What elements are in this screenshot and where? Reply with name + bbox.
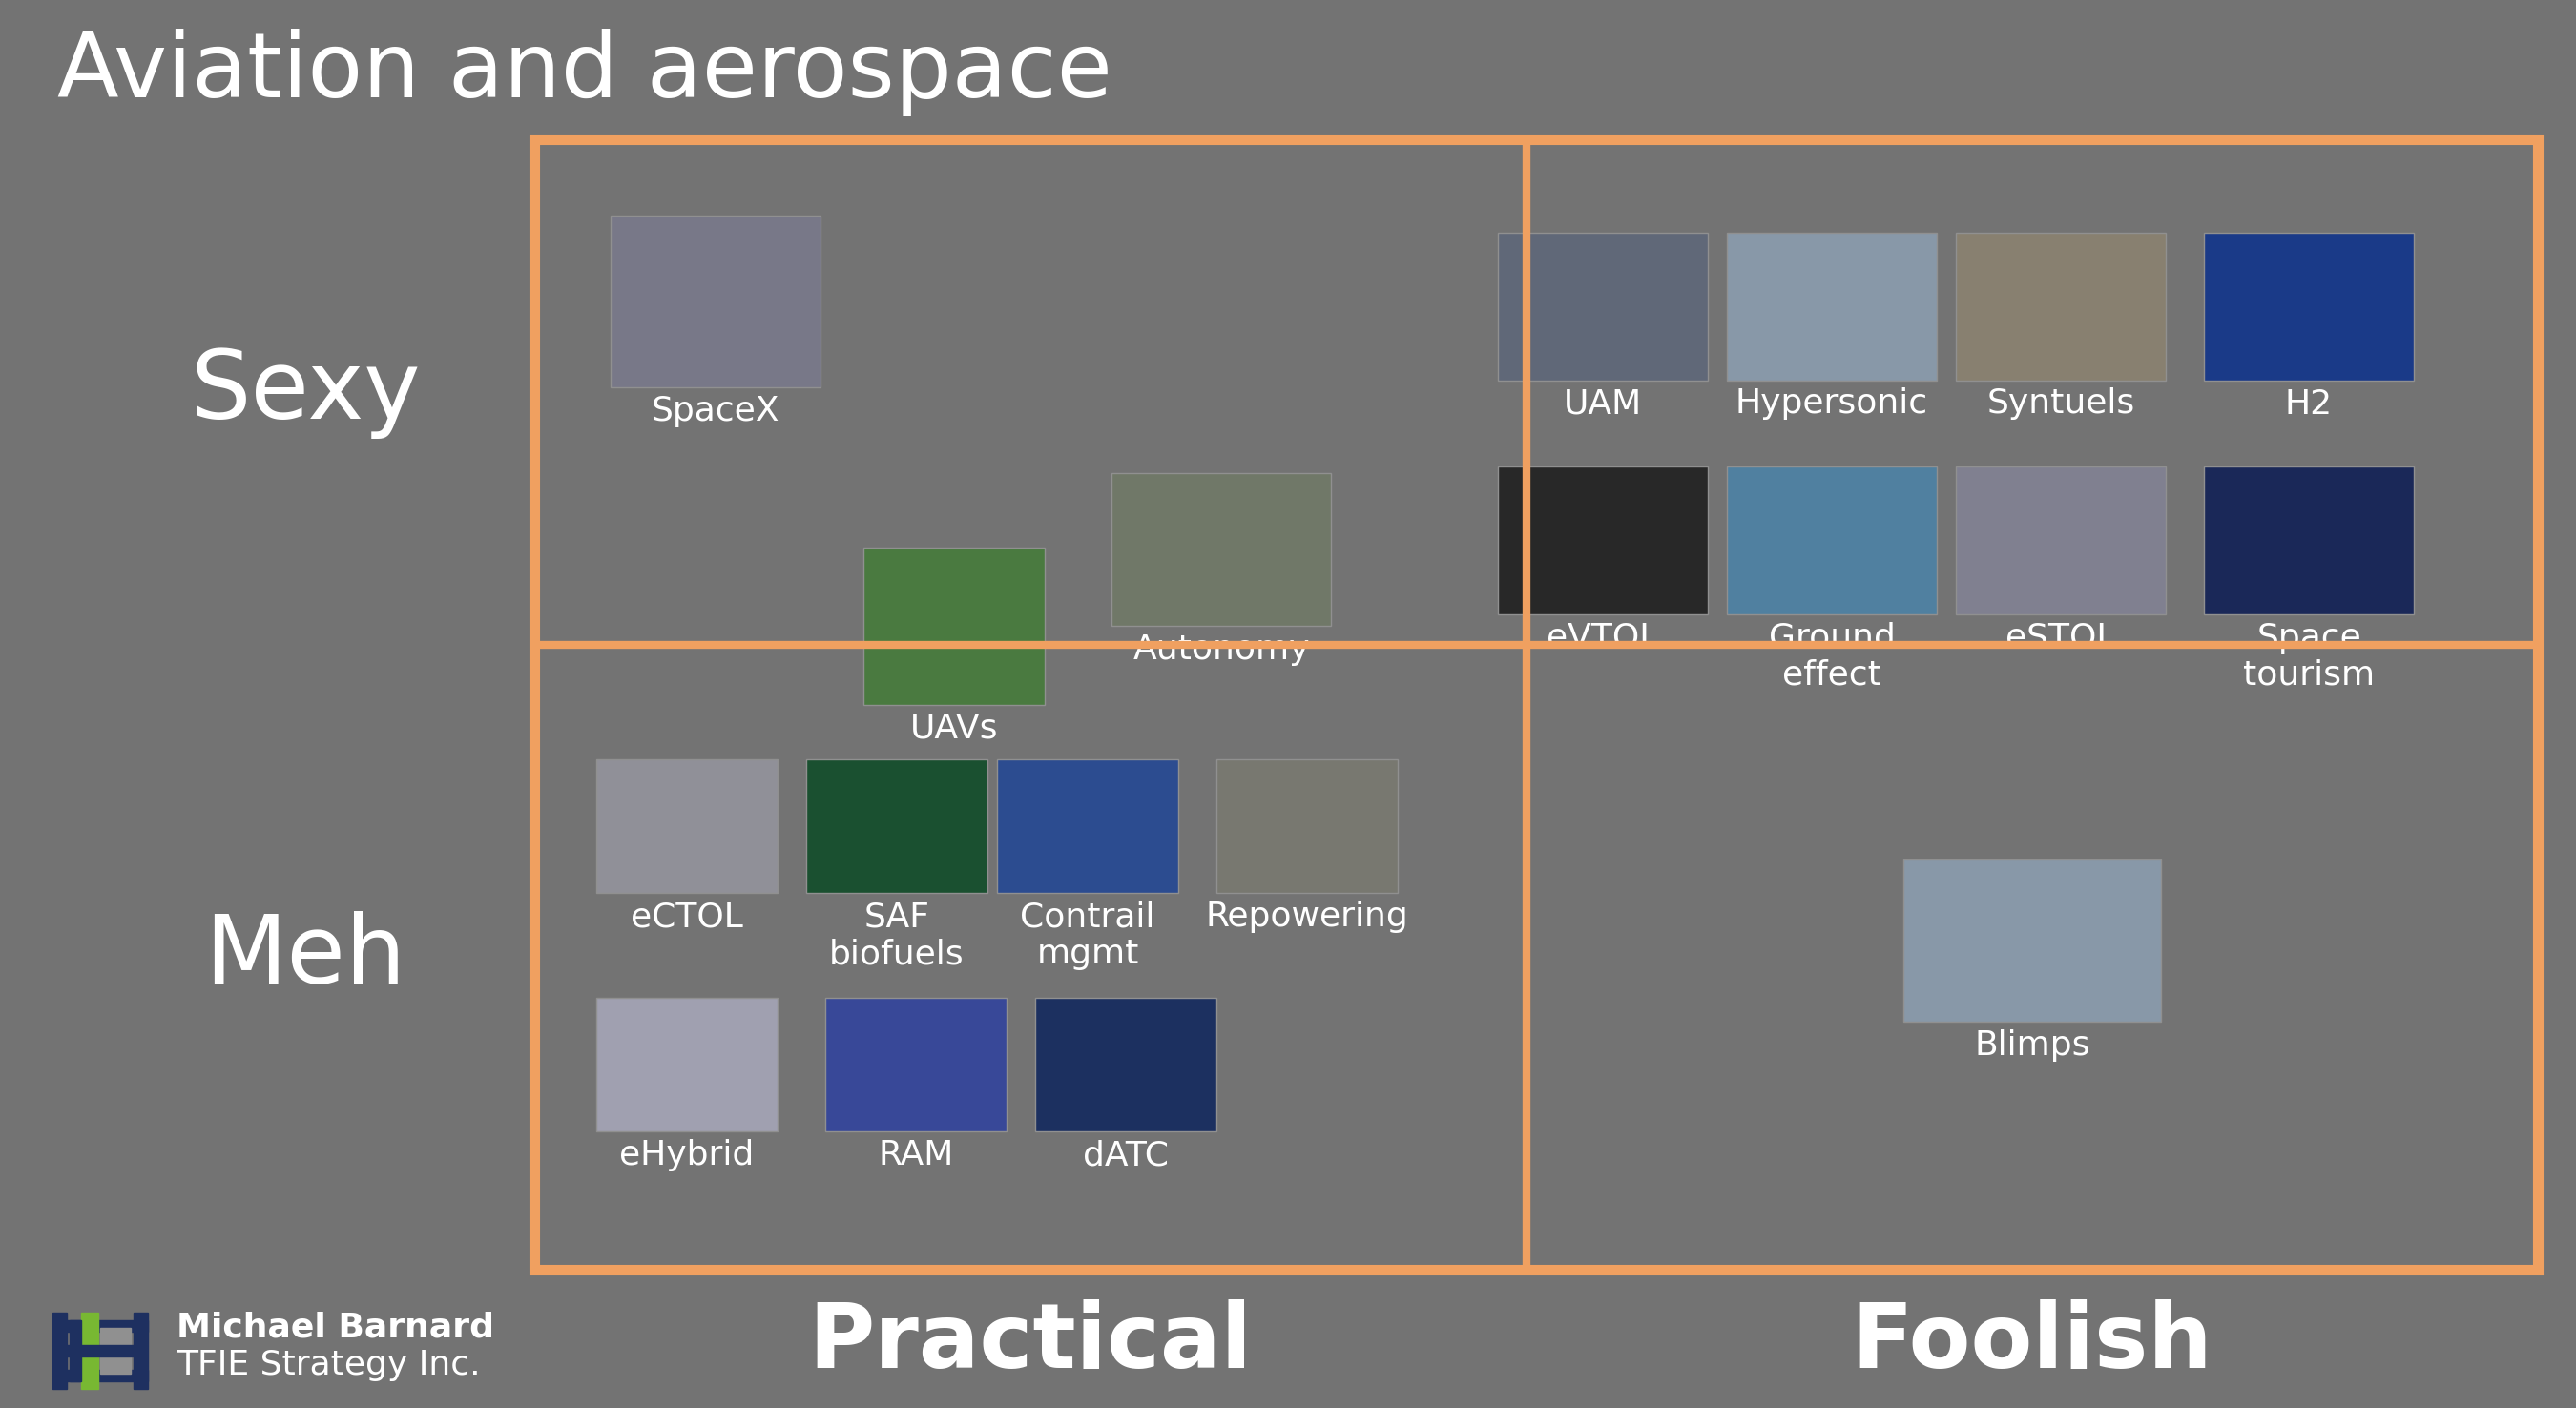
Bar <box>595 998 778 1132</box>
Text: Syntuels: Syntuels <box>1986 387 2136 420</box>
Text: SAF
biofuels: SAF biofuels <box>829 901 963 970</box>
Bar <box>533 139 2537 1270</box>
Text: Meh: Meh <box>204 911 407 1004</box>
Text: Michael Barnard: Michael Barnard <box>178 1311 495 1343</box>
Bar <box>806 759 987 893</box>
Text: UAVs: UAVs <box>909 712 997 745</box>
Bar <box>1726 232 1937 380</box>
Text: Ground
effect: Ground effect <box>1770 621 1896 691</box>
Bar <box>52 1312 67 1388</box>
Text: eCTOL: eCTOL <box>631 901 742 934</box>
Bar <box>70 1321 80 1381</box>
Text: Space
tourism: Space tourism <box>2244 621 2375 691</box>
Text: SpaceX: SpaceX <box>652 394 781 428</box>
Text: Blimps: Blimps <box>1973 1029 2089 1062</box>
Bar <box>100 1328 131 1374</box>
Bar <box>134 1312 147 1388</box>
Text: Contrail
mgmt: Contrail mgmt <box>1020 901 1154 970</box>
Bar <box>1955 466 2166 614</box>
Bar <box>52 1370 147 1381</box>
Bar <box>1110 473 1332 625</box>
Bar <box>1497 466 1708 614</box>
Bar <box>1955 232 2166 380</box>
Bar <box>611 215 822 387</box>
Text: Autonomy: Autonomy <box>1133 634 1309 666</box>
Bar <box>824 998 1007 1132</box>
Bar <box>2205 466 2414 614</box>
Text: Practical: Practical <box>809 1300 1252 1387</box>
Text: dATC: dATC <box>1082 1139 1170 1171</box>
Bar <box>1497 232 1708 380</box>
Bar <box>1036 998 1216 1132</box>
Text: eSTOL: eSTOL <box>2007 621 2115 653</box>
Bar <box>595 759 778 893</box>
Text: Foolish: Foolish <box>1852 1300 2213 1387</box>
Text: eHybrid: eHybrid <box>621 1139 755 1171</box>
Text: Aviation and aerospace: Aviation and aerospace <box>57 28 1113 117</box>
Text: H2: H2 <box>2285 387 2334 420</box>
Bar <box>80 1312 98 1388</box>
Text: UAM: UAM <box>1564 387 1641 420</box>
Text: Sexy: Sexy <box>191 346 420 438</box>
Bar <box>863 548 1046 704</box>
Bar <box>1904 859 2161 1022</box>
Bar <box>997 759 1177 893</box>
Bar <box>2205 232 2414 380</box>
Bar <box>1216 759 1399 893</box>
Text: TFIE Strategy Inc.: TFIE Strategy Inc. <box>178 1349 482 1381</box>
Bar <box>67 1345 134 1357</box>
Text: eVTOL: eVTOL <box>1546 621 1659 653</box>
Bar <box>1726 466 1937 614</box>
Text: RAM: RAM <box>878 1139 953 1171</box>
Bar <box>52 1321 147 1332</box>
Text: Repowering: Repowering <box>1206 901 1409 934</box>
Text: Hypersonic: Hypersonic <box>1736 387 1929 420</box>
